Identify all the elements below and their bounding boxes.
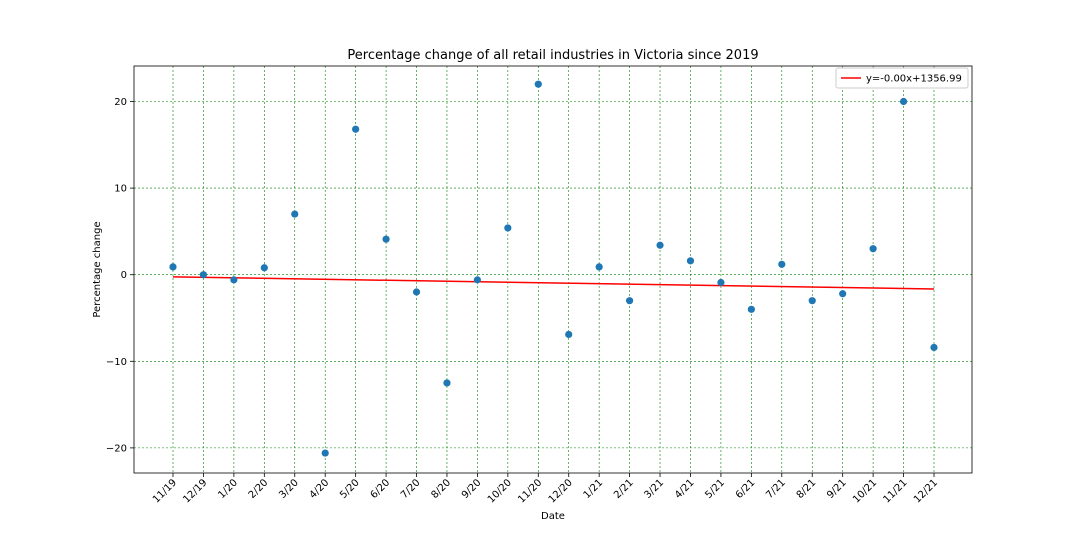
data-point xyxy=(747,305,755,313)
data-point xyxy=(656,241,664,249)
data-point xyxy=(230,276,238,284)
data-point xyxy=(626,297,634,305)
y-tick-label: −10 xyxy=(106,357,127,368)
data-point xyxy=(412,288,421,296)
data-point xyxy=(717,278,725,287)
data-point xyxy=(169,263,177,271)
data-point xyxy=(839,290,847,298)
data-points xyxy=(169,80,938,457)
data-point xyxy=(382,235,390,243)
data-point xyxy=(534,80,542,88)
data-point xyxy=(260,264,268,272)
legend: y=-0.00x+1356.99 xyxy=(835,67,969,89)
legend-label: y=-0.00x+1356.99 xyxy=(866,74,962,85)
data-point xyxy=(443,379,451,387)
chart-title: Percentage change of all retail industri… xyxy=(347,48,758,63)
data-point xyxy=(899,97,908,106)
data-point xyxy=(595,263,603,271)
y-tick-label: 0 xyxy=(121,270,127,281)
data-point xyxy=(778,260,786,268)
data-point xyxy=(199,271,208,279)
plot-frame xyxy=(133,65,973,474)
data-point xyxy=(504,224,512,232)
data-point xyxy=(473,276,481,284)
x-axis-label: Date xyxy=(541,511,565,522)
y-axis-ticks: −20 −10 0 10 20 xyxy=(106,97,134,454)
data-point xyxy=(930,343,938,352)
data-point xyxy=(352,125,360,133)
data-point xyxy=(565,330,573,339)
y-axis-label: Percentage change xyxy=(92,221,103,317)
trendline xyxy=(172,276,935,290)
data-point xyxy=(686,257,695,265)
data-point xyxy=(808,297,816,305)
y-tick-label: 10 xyxy=(114,184,127,195)
data-point xyxy=(869,245,877,253)
trendline-layer xyxy=(172,276,935,290)
y-tick-label: −20 xyxy=(106,443,127,454)
legend-box xyxy=(835,67,969,89)
y-tick-label: 20 xyxy=(114,97,127,108)
data-point xyxy=(291,210,299,218)
data-point xyxy=(321,449,329,457)
